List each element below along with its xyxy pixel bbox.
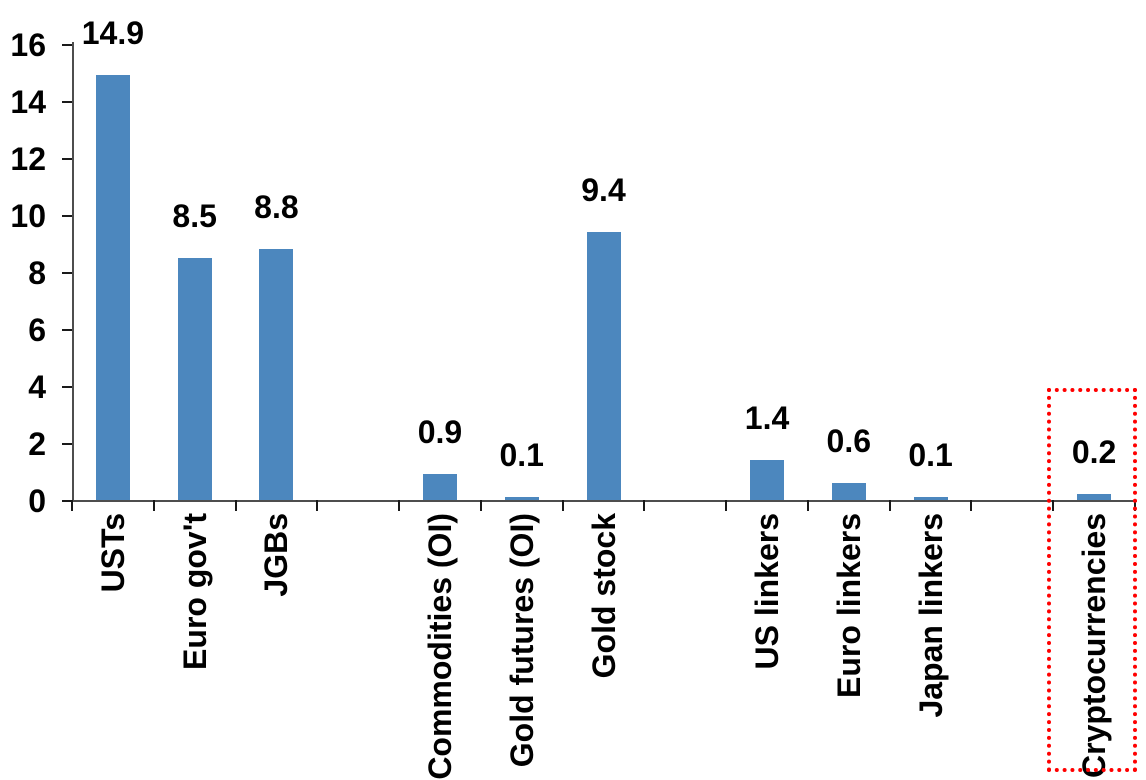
- x-category-label: Euro gov't: [176, 513, 213, 670]
- x-axis-line: [72, 500, 1137, 502]
- x-axis-tick: [643, 500, 646, 511]
- x-axis-tick: [234, 500, 237, 511]
- bar-value-label: 0.9: [417, 414, 463, 450]
- bar-value-label: 14.9: [81, 15, 145, 51]
- bar-value-label: 9.4: [581, 172, 626, 208]
- y-axis-tick: [62, 44, 72, 46]
- bar: [504, 497, 539, 500]
- y-axis-tick: [62, 443, 72, 445]
- y-axis-tick-label: 0: [28, 483, 46, 519]
- bar: [177, 258, 212, 500]
- y-axis-tick: [62, 386, 72, 388]
- x-axis-tick: [71, 500, 73, 511]
- y-axis-tick-label: 14: [10, 84, 46, 120]
- y-axis-tick-label: 4: [28, 369, 46, 405]
- x-category-label: Japan linkers: [912, 513, 949, 718]
- bar: [750, 460, 785, 500]
- y-axis-tick-label: 6: [28, 312, 46, 348]
- x-category-label: JGBs: [258, 513, 295, 597]
- y-axis-tick-label: 16: [10, 27, 46, 63]
- x-axis-tick: [398, 500, 401, 511]
- x-axis-tick: [725, 500, 728, 511]
- bar: [422, 474, 457, 500]
- y-axis-line: [72, 42, 74, 502]
- x-axis-tick: [152, 500, 155, 511]
- x-axis-tick: [806, 500, 809, 511]
- bar: [831, 483, 866, 500]
- bar-value-label: 0.2: [1071, 434, 1117, 470]
- x-category-label: Euro linkers: [830, 513, 867, 698]
- x-axis-tick: [970, 500, 973, 511]
- x-category-label: Gold futures (OI): [503, 513, 540, 768]
- bar-value-label: 0.6: [826, 423, 872, 459]
- x-category-label: USTs: [94, 513, 131, 593]
- y-axis-tick-label: 10: [10, 198, 46, 234]
- highlight-box: [1047, 388, 1137, 772]
- x-axis-tick: [316, 500, 319, 511]
- bar-value-label: 0.1: [499, 437, 544, 473]
- y-axis-tick: [62, 272, 72, 274]
- bar-value-label: 8.8: [254, 189, 299, 225]
- x-axis-tick: [479, 500, 482, 511]
- bar-value-label: 0.1: [908, 437, 953, 473]
- bar-value-label: 8.5: [172, 198, 217, 234]
- x-category-label: Commodities (OI): [421, 513, 458, 780]
- y-axis-tick-label: 2: [28, 426, 46, 462]
- bar: [95, 75, 130, 500]
- x-axis-tick: [1052, 500, 1055, 511]
- y-axis-tick: [62, 101, 72, 103]
- bar: [913, 497, 948, 500]
- x-category-label: US linkers: [749, 513, 786, 670]
- x-axis-tick: [561, 500, 564, 511]
- bar-value-label: 1.4: [744, 400, 790, 436]
- y-axis-tick: [62, 215, 72, 217]
- y-axis-tick-label: 8: [28, 255, 46, 291]
- y-axis-tick: [62, 158, 72, 160]
- y-axis-tick: [62, 329, 72, 331]
- x-axis-tick: [888, 500, 891, 511]
- bar: [586, 232, 621, 500]
- bar: [1077, 494, 1112, 500]
- y-axis-tick-label: 12: [10, 141, 46, 177]
- bar: [259, 249, 294, 500]
- y-axis-tick: [62, 500, 72, 502]
- x-category-label: Gold stock: [585, 513, 622, 679]
